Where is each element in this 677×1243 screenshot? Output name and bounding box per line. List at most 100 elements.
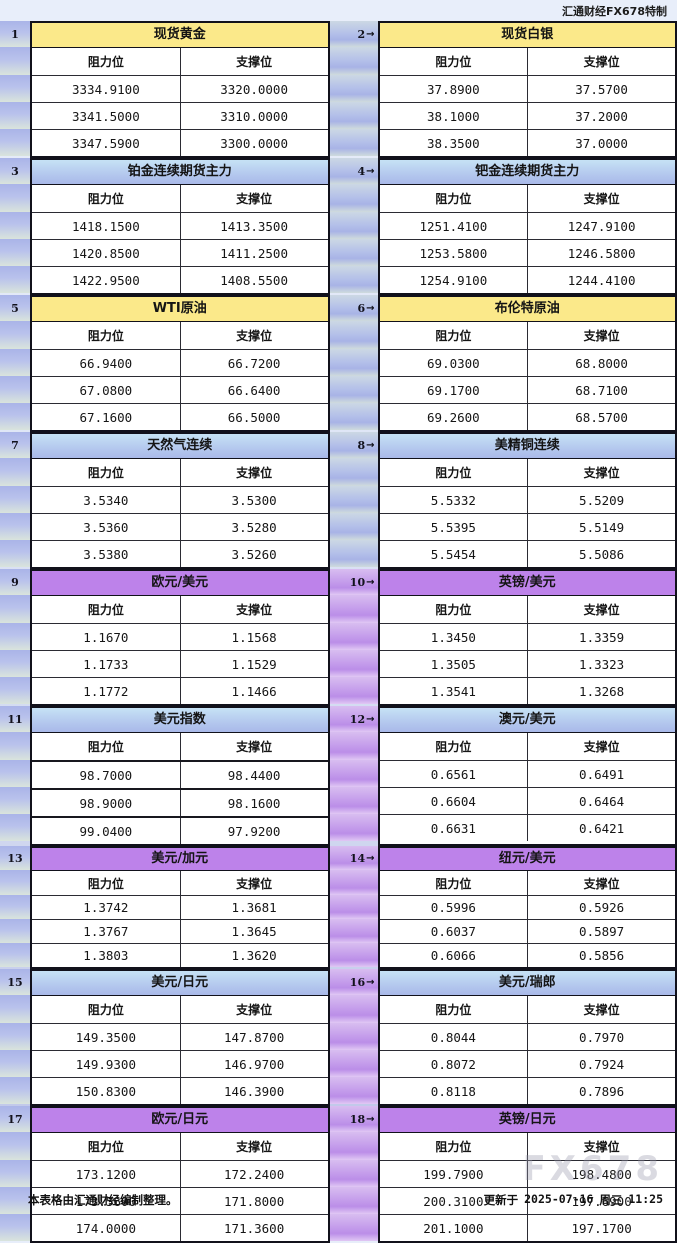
arrow-right-icon: → [366,714,374,725]
support-value: 0.7896 [527,1078,675,1104]
resistance-value: 1251.4100 [380,213,528,239]
resistance-value: 173.1200 [32,1161,180,1187]
resistance-value: 69.2600 [380,404,528,430]
gutter-band [0,540,30,567]
resistance-value: 1.3450 [380,624,528,650]
resistance-value: 38.1000 [380,103,528,129]
gutter-band [330,677,378,704]
support-value: 5.5209 [527,487,675,513]
gutter-band [0,595,30,623]
arrow-right-icon: → [366,303,374,314]
gutter-band [0,1132,30,1160]
gutter-band [330,47,378,75]
resistance-value: 150.8300 [32,1078,180,1104]
resistance-value: 0.8118 [380,1078,528,1104]
gutter-band [330,458,378,486]
row-number: 18 [350,1113,365,1126]
resistance-value: 174.0000 [32,1215,180,1241]
column-header-row: 阻力位支撑位 [32,48,328,75]
support-value: 1244.4100 [527,267,675,293]
row-index-label: 18→ [330,1106,378,1132]
resistance-value: 5.5454 [380,541,528,567]
instrument-title: 钯金连续期货主力 [380,160,676,185]
row-index-gutter-17: 17 [0,1106,30,1243]
header-support: 支撑位 [527,322,675,349]
row-index-label: 5 [0,295,30,321]
gutter-band [0,870,30,895]
gutter-band [0,321,30,349]
row-index-gutter-10: 10→ [330,569,378,706]
row-index-label: 13 [0,846,30,870]
instrument-title: 欧元/美元 [32,571,328,596]
gutter-band [0,403,30,430]
row-index-label: 7 [0,432,30,458]
resistance-value: 1254.9100 [380,267,528,293]
header-resistance: 阻力位 [380,322,528,349]
resistance-value: 98.9000 [32,790,180,816]
gutter-band [330,266,378,293]
header-resistance: 阻力位 [32,996,180,1023]
resistance-value: 37.8900 [380,76,528,102]
resistance-value: 0.5996 [380,896,528,919]
resistance-value: 3.5380 [32,541,180,567]
header-resistance: 阻力位 [32,48,180,75]
row-index-label: 12→ [330,706,378,732]
resistance-value: 1422.9500 [32,267,180,293]
support-value: 0.7970 [527,1024,675,1050]
gutter-band [0,677,30,704]
column-header-row: 阻力位支撑位 [380,459,676,486]
row-number: 9 [11,576,19,589]
row-index-label: 14→ [330,846,378,870]
support-value: 68.5700 [527,404,675,430]
support-value: 198.4800 [527,1161,675,1187]
support-value: 1247.9100 [527,213,675,239]
support-value: 1.3620 [180,944,328,967]
column-header-row: 阻力位支撑位 [380,596,676,623]
instrument-title: 天然气连续 [32,434,328,459]
arrow-right-icon: → [366,29,374,40]
support-value: 171.3600 [180,1215,328,1241]
resistance-value: 1.3541 [380,678,528,704]
support-value: 98.1600 [180,790,328,816]
resistance-value: 98.7000 [32,762,180,788]
resistance-value: 3.5360 [32,514,180,540]
header-support: 支撑位 [527,596,675,623]
support-value: 1.3268 [527,678,675,704]
column-header-row: 阻力位支撑位 [32,459,328,486]
instrument-title: 澳元/美元 [380,708,676,733]
support-value: 37.2000 [527,103,675,129]
gutter-band [0,814,30,841]
gutter-band [0,376,30,403]
row-number: 7 [11,439,19,452]
column-header-row: 阻力位支撑位 [32,871,328,895]
support-value: 1.3681 [180,896,328,919]
resistance-value: 1.1733 [32,651,180,677]
header-resistance: 阻力位 [380,871,528,895]
resistance-value: 1.3767 [32,920,180,943]
header-resistance: 阻力位 [32,1133,180,1160]
support-value: 0.6491 [527,761,675,787]
instrument-title: 美元/加元 [32,848,328,871]
instrument-title: 英镑/日元 [380,1108,676,1133]
resistance-value: 3347.5900 [32,130,180,156]
